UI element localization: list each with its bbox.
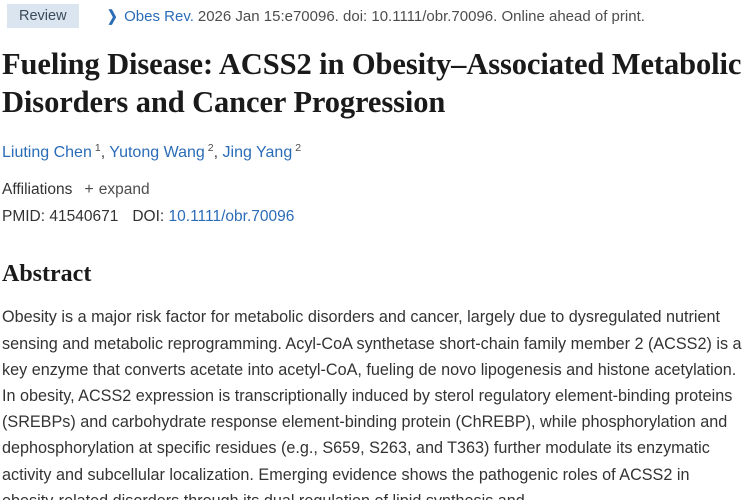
doi-label: DOI: [132, 208, 165, 226]
author-affiliation-marker[interactable]: 2 [207, 142, 214, 154]
expand-affiliations-button[interactable]: + expand [84, 181, 149, 199]
abstract-heading: Abstract [2, 261, 92, 288]
citation-header: Review ❯ Obes Rev. 2026 Jan 15:e70096. d… [0, 0, 750, 29]
pmid-value: 41540671 [49, 208, 119, 226]
plus-icon: + [84, 181, 94, 199]
pmid-label: PMID: [2, 208, 46, 226]
author-affiliation-marker[interactable]: 2 [295, 142, 302, 154]
affiliations-label: Affiliations [2, 181, 73, 199]
doi-link[interactable]: 10.1111/obr.70096 [168, 208, 295, 226]
author-link[interactable]: Yutong Wang [109, 144, 205, 162]
author-affiliation-marker[interactable]: 1 [94, 142, 101, 154]
expand-label: expand [98, 181, 150, 199]
page-title: Fueling Disease: ACSS2 in Obesity–Associ… [2, 47, 742, 119]
publication-type-badge: Review [7, 4, 79, 28]
chevron-right-icon[interactable]: ❯ [106, 8, 118, 25]
journal-link[interactable]: Obes Rev. [124, 7, 194, 25]
author-list: Liuting Chen 1, Yutong Wang 2, Jing Yang 2 [2, 137, 750, 164]
author-item: Liuting Chen 1, [2, 142, 106, 162]
author-item: Jing Yang 2 [222, 142, 302, 162]
author-item: Yutong Wang 2, [109, 142, 219, 162]
citation-details: 2026 Jan 15:e70096. doi: 10.1111/obr.700… [197, 7, 645, 25]
author-separator: , [213, 144, 219, 162]
author-separator: , [100, 144, 106, 162]
affiliations-row: Affiliations + expand [2, 181, 750, 199]
doi-block: DOI: 10.1111/obr.70096 [132, 208, 294, 225]
author-link[interactable]: Liuting Chen [2, 144, 92, 162]
abstract-text: Obesity is a major risk factor for metab… [2, 308, 742, 500]
identifiers-row: PMID: 41540671 DOI: 10.1111/obr.70096 [2, 208, 750, 226]
author-link[interactable]: Jing Yang [222, 144, 293, 162]
pmid-block: PMID: 41540671 [2, 208, 118, 225]
